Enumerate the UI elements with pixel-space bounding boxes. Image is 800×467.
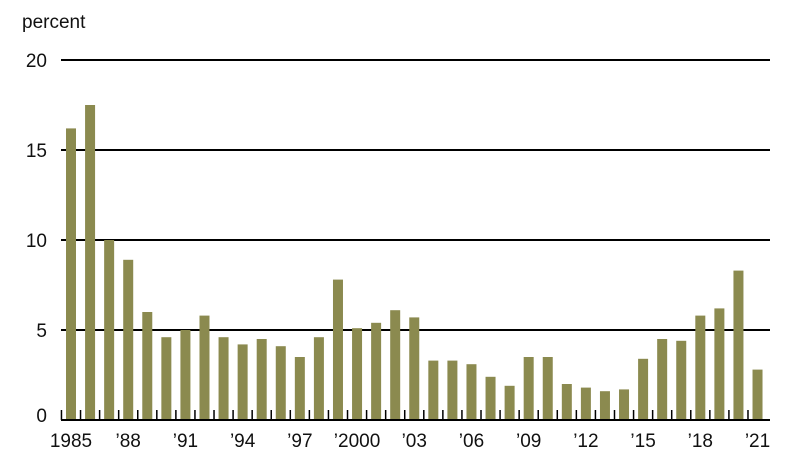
- bar-2018: [695, 315, 706, 420]
- bar-2005: [447, 360, 458, 420]
- bar-2004: [428, 360, 439, 420]
- bar-1992: [199, 315, 210, 420]
- bar-1997: [294, 357, 305, 420]
- x-tick-labels: 1985 ’88 ’91 ’94 ’97 ’2000 ’03 ’06 ’09 ’12 ’15 ’18 ’…: [50, 431, 770, 452]
- bar-2014: [619, 389, 630, 420]
- x-tick-label-2000: ’2000: [334, 431, 381, 452]
- bar-1985: [66, 128, 76, 420]
- bar-1989: [142, 312, 153, 420]
- x-tick-label-2012: ’12: [573, 431, 598, 452]
- bar-2017: [676, 340, 687, 420]
- bar-2012: [580, 387, 591, 420]
- x-tick-label-2009: ’09: [516, 431, 541, 452]
- bar-2019: [714, 308, 725, 420]
- bars: [66, 105, 763, 420]
- x-tick-label-1988: ’88: [116, 431, 141, 452]
- x-tick-label-2015: ’15: [630, 431, 655, 452]
- y-tick-label-0: 0: [36, 406, 47, 427]
- x-tick-label-1991: ’91: [173, 431, 198, 452]
- y-axis-label: percent: [22, 12, 86, 33]
- bar-2016: [657, 339, 668, 420]
- bar-1986: [85, 105, 96, 420]
- bar-1987: [104, 240, 115, 420]
- gridlines: [61, 59, 770, 331]
- bar-1991: [180, 330, 191, 420]
- bar-2015: [638, 358, 649, 420]
- bar-2013: [599, 391, 610, 420]
- bar-1999: [332, 279, 343, 420]
- y-tick-labels: 0 5 10 15 20: [26, 51, 47, 427]
- bar-2001: [371, 322, 382, 420]
- bar-2020: [733, 270, 744, 420]
- x-tick-label-2021: ’21: [745, 431, 770, 452]
- x-axis: [60, 410, 770, 421]
- y-tick-label-10: 10: [26, 231, 47, 252]
- x-tick-label-2003: ’03: [402, 431, 427, 452]
- bar-2009: [523, 357, 534, 420]
- bar-2002: [390, 310, 401, 420]
- bar-2003: [409, 317, 420, 420]
- bar-1998: [313, 337, 324, 420]
- bar-1988: [123, 259, 134, 420]
- y-tick-label-20: 20: [26, 51, 47, 72]
- bar-2000: [352, 328, 363, 420]
- bar-1990: [161, 337, 172, 420]
- bar-1995: [256, 339, 267, 420]
- bar-1994: [237, 344, 248, 420]
- bar-2006: [466, 364, 477, 420]
- bar-1996: [275, 346, 286, 420]
- y-tick-label-15: 15: [26, 141, 47, 162]
- x-tick-label-1997: ’97: [287, 431, 312, 452]
- bar-2011: [561, 384, 572, 420]
- bar-2007: [485, 376, 496, 420]
- y-tick-label-5: 5: [36, 321, 47, 342]
- x-tick-label-2018: ’18: [688, 431, 713, 452]
- bar-1993: [218, 337, 229, 420]
- bar-2021: [752, 369, 763, 420]
- bar-2010: [542, 357, 553, 420]
- x-tick-label-1985: 1985: [50, 431, 92, 452]
- x-tick-label-2006: ’06: [459, 431, 484, 452]
- bar-2008: [504, 385, 515, 420]
- x-tick-label-1994: ’94: [230, 431, 256, 452]
